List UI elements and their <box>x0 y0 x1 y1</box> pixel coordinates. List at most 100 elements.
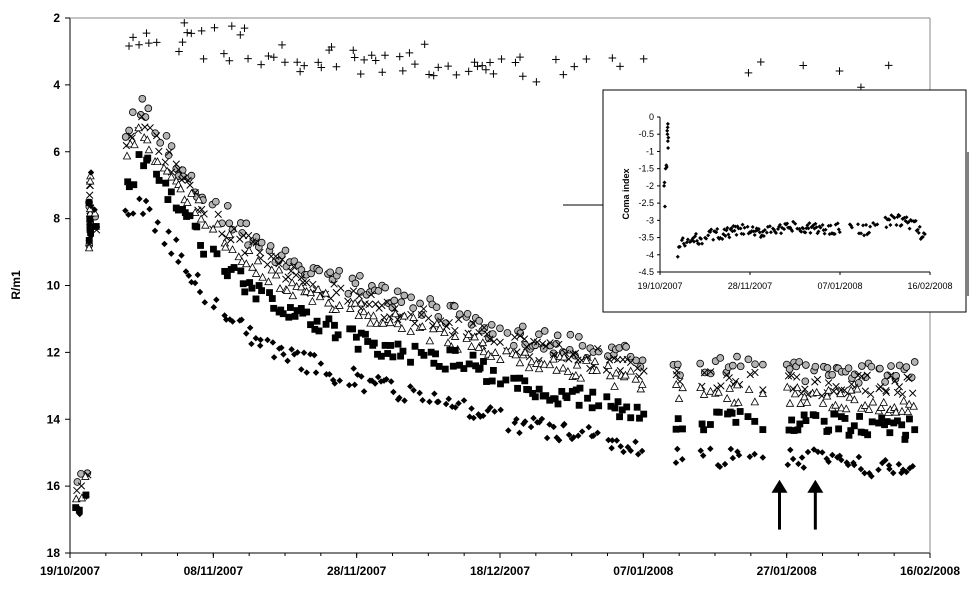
point-square-filled <box>167 188 175 196</box>
point-x <box>197 205 206 214</box>
inset-point <box>861 223 866 228</box>
point-square-filled <box>627 414 635 422</box>
point-diamond-filled <box>561 420 568 428</box>
point-triangle-open <box>831 400 840 409</box>
point-triangle-open <box>891 407 901 416</box>
point-x <box>383 298 391 306</box>
point-circle-gray <box>850 370 859 379</box>
point-triangle-open <box>162 166 172 175</box>
point-triangle-open <box>242 259 251 268</box>
point-circle-gray <box>759 360 767 369</box>
point-diamond-filled <box>538 415 546 423</box>
point-circle-gray <box>432 303 441 312</box>
point-diamond-filled <box>520 420 527 428</box>
point-triangle-open <box>520 347 530 356</box>
point-triangle-open <box>306 288 316 297</box>
point-diamond-filled <box>787 446 794 454</box>
inset-y-tick-label: -1.5 <box>638 164 654 174</box>
point-square-filled <box>193 223 201 231</box>
point-square-filled <box>483 378 490 385</box>
point-diamond-filled <box>497 406 504 414</box>
inset-point <box>750 224 755 229</box>
point-diamond-filled <box>396 394 403 402</box>
point-circle-gray <box>455 310 464 319</box>
point-square-filled <box>572 386 580 394</box>
point-triangle-open <box>386 318 395 327</box>
point-diamond-filled <box>426 398 433 406</box>
inset-point <box>709 227 714 232</box>
inset-point <box>814 225 819 230</box>
inset-y-tick-label: 0 <box>649 112 654 122</box>
point-square-filled <box>611 404 619 412</box>
point-diamond-filled <box>173 236 180 243</box>
point-circle-gray <box>409 304 417 312</box>
point-triangle-open <box>534 364 544 373</box>
point-diamond-filled <box>674 445 681 453</box>
point-diamond-filled <box>613 437 621 444</box>
point-x <box>455 315 463 324</box>
inset-point <box>761 234 766 239</box>
point-x <box>490 338 498 346</box>
point-square-filled <box>489 366 497 374</box>
point-diamond-filled <box>804 448 812 456</box>
point-diamond-filled <box>714 462 722 469</box>
point-plus <box>145 39 153 47</box>
inset-point <box>773 230 778 235</box>
point-diamond-filled <box>899 466 907 473</box>
point-square-filled <box>568 387 576 395</box>
point-square-filled <box>387 342 395 349</box>
point-square-filled <box>850 422 858 430</box>
point-square-filled <box>502 376 510 384</box>
point-x <box>355 292 363 300</box>
x-tick-label: 28/11/2007 <box>327 564 387 578</box>
inset-point <box>799 229 804 234</box>
point-triangle-open <box>264 277 273 286</box>
point-triangle-open <box>722 393 732 402</box>
point-square-filled <box>800 411 808 419</box>
point-x <box>886 371 895 380</box>
point-square-filled <box>239 280 247 288</box>
point-x <box>292 271 300 279</box>
point-triangle-open <box>603 361 613 369</box>
inset-point <box>662 180 667 185</box>
point-square-filled <box>213 250 221 258</box>
point-diamond-filled <box>800 464 807 471</box>
point-plus <box>639 55 648 63</box>
point-plus <box>264 52 273 60</box>
point-diamond-filled <box>87 232 95 240</box>
point-triangle-open <box>750 397 760 406</box>
point-diamond-filled <box>855 453 863 461</box>
point-plus <box>293 58 301 67</box>
point-x <box>533 338 542 346</box>
inset-point <box>725 225 730 230</box>
point-square-filled <box>588 404 596 412</box>
point-square-filled <box>362 330 369 338</box>
point-square-filled <box>531 393 539 401</box>
inset-point <box>699 236 704 241</box>
point-triangle-open <box>474 342 484 351</box>
point-circle-gray <box>225 219 234 228</box>
point-x <box>451 326 459 335</box>
point-triangle-open <box>496 355 505 363</box>
point-square-filled <box>883 418 891 426</box>
point-diamond-filled <box>898 469 905 477</box>
inset-point <box>740 222 745 227</box>
point-diamond-filled <box>125 211 132 218</box>
inset-point <box>723 233 728 238</box>
point-diamond-filled <box>516 429 523 437</box>
y-tick-label: 4 <box>53 78 60 92</box>
inset-x-ticks: 19/10/2007 28/11/2007 07/01/2008 16/02/2008 <box>637 272 953 291</box>
point-plus <box>799 61 808 70</box>
inset-y-tick-label: -2 <box>646 181 654 191</box>
point-diamond-filled <box>270 354 278 361</box>
point-circle-gray <box>535 330 543 339</box>
point-diamond-filled <box>679 456 686 463</box>
point-square-filled <box>497 380 504 388</box>
point-diamond-filled <box>280 351 287 358</box>
point-square-filled <box>788 416 796 424</box>
point-diamond-filled <box>326 371 333 378</box>
point-diamond-filled <box>868 473 875 480</box>
point-x <box>511 333 519 341</box>
point-square-filled <box>837 413 845 421</box>
arrow-head <box>807 479 824 493</box>
